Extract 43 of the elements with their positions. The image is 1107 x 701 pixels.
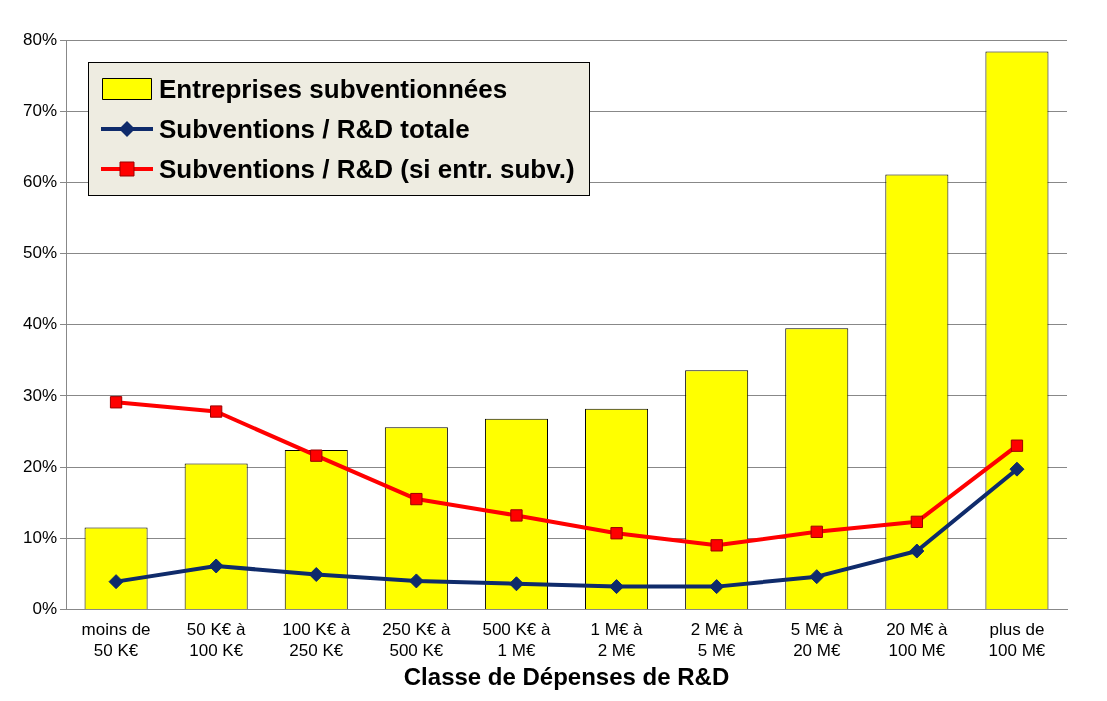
y-tick-label: 80% xyxy=(22,29,58,49)
legend-label: Subventions / R&D totale xyxy=(159,113,470,145)
x-tick-label: 2 M€ à 5 M€ xyxy=(690,620,744,660)
point xyxy=(1010,439,1024,452)
x-tick-label: 250 K€ à 500 K€ xyxy=(382,620,451,660)
point xyxy=(410,492,423,506)
x-tick-label: moins de 50 K€ xyxy=(81,620,151,660)
point xyxy=(1009,461,1025,477)
y-tick-label: 0% xyxy=(32,599,58,619)
x-tick-label: 500 K€ à 1 M€ xyxy=(482,620,552,660)
x-tick-label: 5 M€ à 20 M€ xyxy=(790,620,844,660)
x-tick-label: 20 M€ à 100 M€ xyxy=(886,620,949,660)
y-tick-label: 60% xyxy=(22,172,58,192)
point xyxy=(709,579,725,595)
x-tick-label: 100 K€ à 250 K€ xyxy=(282,620,351,660)
point xyxy=(510,509,523,522)
point xyxy=(408,573,424,589)
x-tick-label: plus de 100 M€ xyxy=(988,620,1046,660)
point xyxy=(308,567,324,583)
point xyxy=(909,543,925,559)
x-tick-label: 1 M€ à 2 M€ xyxy=(590,620,644,660)
y-tick-label: 30% xyxy=(22,385,58,405)
point xyxy=(109,396,123,409)
point xyxy=(310,449,323,462)
y-tick-label: 40% xyxy=(22,314,58,334)
legend-label: Entreprises subventionnées xyxy=(159,73,508,105)
x-axis-title: Classe de Dépenses de R&D xyxy=(403,663,730,691)
point xyxy=(910,515,924,529)
point xyxy=(210,405,223,418)
point xyxy=(610,527,623,540)
x-tick-label: 50 K€ à 100 K€ xyxy=(186,620,247,660)
point xyxy=(809,569,825,585)
legend-label: Subventions / R&D (si entr. subv.) xyxy=(159,153,575,185)
point xyxy=(108,574,124,590)
y-tick-label: 10% xyxy=(22,527,58,547)
point xyxy=(710,539,723,552)
point xyxy=(208,558,224,574)
y-tick-label: 20% xyxy=(22,456,58,476)
y-tick-label: 50% xyxy=(22,243,58,263)
point xyxy=(508,576,524,592)
y-tick-label: 70% xyxy=(22,100,58,120)
point xyxy=(810,525,823,538)
point xyxy=(609,579,625,595)
